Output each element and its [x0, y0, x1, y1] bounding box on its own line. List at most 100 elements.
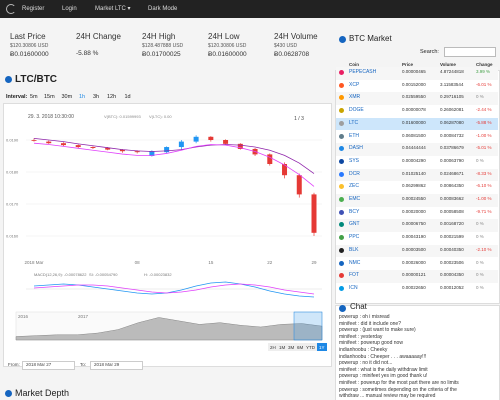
coin-volume: 0.00021599 [440, 234, 464, 240]
table-row[interactable] [336, 92, 498, 106]
column-header: Volume [440, 62, 456, 67]
macd-line [33, 281, 315, 298]
candle-body [90, 147, 96, 148]
coin-icon [339, 171, 344, 177]
to-input[interactable]: 2018 Mar 29 [90, 361, 143, 370]
zoom-button[interactable] [304, 343, 317, 351]
table-row[interactable] [336, 155, 498, 169]
coin-price: 0.00003500 [402, 246, 426, 252]
coin-volume: 0.00040350 [440, 246, 464, 252]
market-title: LTC/BTC [15, 74, 58, 85]
candle-body [75, 145, 81, 148]
zoom-button[interactable] [317, 343, 327, 351]
coin-change: 0 % [476, 272, 484, 278]
depth-icon [5, 390, 12, 397]
from-input[interactable]: 2018 Mar 27 [22, 361, 75, 370]
nav-link[interactable]: Market LTC ▾ [95, 6, 131, 12]
chat-icon [339, 305, 346, 312]
nav-link[interactable]: Register [22, 6, 45, 12]
coin-price: 0.00020000 [402, 208, 426, 214]
ma-line [33, 138, 315, 174]
table-row[interactable] [336, 232, 498, 245]
coin-volume: 0.00058508 [440, 208, 464, 214]
y-tick-label: 0.0180 [6, 170, 19, 175]
search-input[interactable] [444, 47, 496, 57]
table-row[interactable] [336, 105, 498, 118]
chart-pager: 1 / 3 [294, 116, 304, 122]
macd-legend: SI: -0.00054790 [89, 272, 118, 277]
x-tick-label: 08 [135, 260, 141, 265]
zoom-label: 3M [288, 345, 295, 350]
logo[interactable] [6, 4, 16, 14]
candle-body [60, 143, 66, 146]
stat-label: Last Price [10, 32, 46, 41]
coin-name: PEPECASH [349, 69, 377, 75]
coin-change: -9.71 % [476, 208, 492, 214]
macd-line [33, 283, 315, 295]
table-row[interactable] [336, 244, 498, 258]
interval-button[interactable]: 1d [124, 94, 131, 100]
zoom-label: 1M [279, 345, 286, 350]
coin-icon [339, 108, 344, 114]
candle-body [46, 141, 52, 144]
interval-button[interactable]: 1h [79, 94, 86, 100]
nav-link[interactable]: Dark Mode [148, 6, 178, 12]
zoom-button[interactable] [295, 343, 305, 351]
coin-price: 0.00022650 [402, 284, 426, 290]
y-tick-label: 0.0190 [6, 138, 19, 143]
stat-btc: Ƀ0.01600000 [208, 51, 247, 58]
stat-label: 24H Low [208, 32, 240, 41]
coin-price: 0.01600000 [402, 119, 426, 125]
nav-link[interactable]: Login [62, 6, 77, 12]
interval-button[interactable]: 5m [30, 94, 38, 100]
coin-volume: 0.00084732 [440, 132, 464, 138]
table-row[interactable] [336, 282, 498, 296]
chat-message: minifeet : what is the daily withdraw li… [339, 366, 428, 373]
table-row[interactable] [336, 270, 498, 283]
coin-volume: 0.00083662 [440, 196, 464, 201]
navbar [0, 0, 500, 18]
table-row[interactable] [336, 181, 498, 194]
zoom-button[interactable] [286, 343, 296, 351]
coin-price: 0.00152000 [402, 81, 426, 87]
coin-change: -8.33 % [476, 170, 492, 176]
coin-price: 0.00000078 [402, 107, 426, 113]
macd-legend: MACD(12,26,9): -0.00078622 [34, 272, 87, 277]
chart-legend: V(LTC): 0.00 [149, 114, 172, 119]
coin-name: NMC [349, 259, 361, 266]
coin-price: 0.06081500 [402, 132, 426, 138]
ma-line [33, 142, 315, 187]
table-row[interactable] [336, 143, 498, 156]
table-row[interactable] [336, 117, 498, 131]
interval-button[interactable]: 15m [44, 94, 55, 100]
table-row[interactable] [336, 130, 498, 144]
interval-button[interactable]: 30m [61, 94, 73, 100]
stat-usd: $430 USD [274, 43, 298, 49]
zoom-button[interactable] [277, 343, 287, 351]
coin-name: BCY [349, 208, 360, 215]
candle-body [105, 148, 111, 150]
x-tick-label: 2018 Mar [24, 260, 44, 265]
table-row[interactable] [336, 219, 498, 233]
zoom-label: 1Y [319, 345, 325, 350]
zoom-label: 6M [297, 345, 304, 350]
table-row[interactable] [336, 168, 498, 182]
coin-icon [339, 247, 344, 253]
coin-name: GNT [349, 221, 360, 228]
coin-icon [339, 209, 344, 215]
zoom-button[interactable] [268, 343, 278, 351]
stat-label: 24H Change [76, 32, 121, 41]
x-tick-label: 29 [311, 260, 317, 265]
table-row[interactable] [336, 194, 498, 207]
stat-usd: $120.30806 USD [208, 43, 247, 49]
table-row[interactable] [336, 67, 498, 80]
chat-message: powerup : (just want to make sure) [339, 327, 416, 334]
table-row[interactable] [336, 257, 498, 271]
coin-change: -1.00 % [476, 196, 492, 201]
table-row[interactable] [336, 79, 498, 93]
coin-volume: 0.00063790 [440, 157, 464, 163]
table-row[interactable] [336, 206, 498, 220]
interval-button[interactable]: 3h [93, 94, 100, 100]
interval-button[interactable]: 12h [107, 94, 117, 100]
